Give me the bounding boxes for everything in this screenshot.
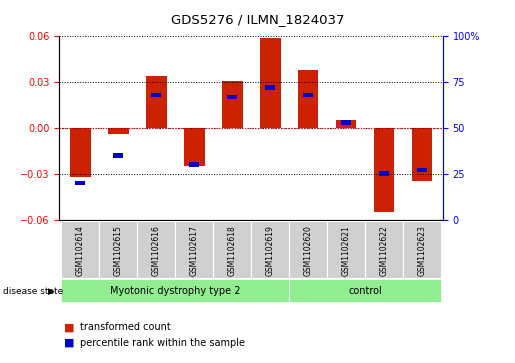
Text: ■: ■ — [64, 322, 75, 333]
Bar — [146, 76, 166, 128]
Text: GSM1102620: GSM1102620 — [303, 225, 313, 276]
Text: GSM1102618: GSM1102618 — [228, 225, 236, 276]
Bar — [327, 221, 365, 278]
Bar — [341, 120, 351, 125]
Bar — [213, 221, 251, 278]
Text: control: control — [348, 286, 382, 296]
Text: GSM1102614: GSM1102614 — [76, 225, 84, 276]
Bar — [251, 221, 289, 278]
Text: GSM1102621: GSM1102621 — [341, 225, 351, 276]
Bar — [113, 153, 124, 158]
Text: GSM1102616: GSM1102616 — [151, 225, 161, 276]
Bar — [417, 168, 427, 172]
Bar — [289, 280, 441, 302]
Text: GSM1102622: GSM1102622 — [380, 225, 388, 276]
Bar — [75, 181, 85, 185]
Bar — [411, 128, 433, 182]
Bar — [61, 221, 99, 278]
Bar — [151, 93, 161, 97]
Bar — [184, 128, 204, 166]
Bar — [99, 221, 137, 278]
Bar — [108, 128, 129, 134]
Bar — [379, 171, 389, 176]
Text: Myotonic dystrophy type 2: Myotonic dystrophy type 2 — [110, 286, 241, 296]
Bar — [175, 221, 213, 278]
Bar — [70, 128, 91, 177]
Bar — [336, 120, 356, 128]
Text: percentile rank within the sample: percentile rank within the sample — [80, 338, 245, 348]
Bar — [265, 85, 276, 90]
Bar — [289, 221, 327, 278]
Text: GDS5276 / ILMN_1824037: GDS5276 / ILMN_1824037 — [171, 13, 344, 26]
Text: ▶: ▶ — [48, 287, 55, 296]
Bar — [260, 38, 281, 128]
Bar — [61, 280, 289, 302]
Bar — [303, 93, 313, 97]
Bar — [227, 94, 237, 99]
Text: GSM1102617: GSM1102617 — [190, 225, 199, 276]
Text: GSM1102623: GSM1102623 — [418, 225, 426, 276]
Bar — [373, 128, 394, 212]
Text: ■: ■ — [64, 338, 75, 348]
Text: transformed count: transformed count — [80, 322, 170, 333]
Bar — [365, 221, 403, 278]
Bar — [189, 162, 199, 167]
Bar — [298, 70, 318, 128]
Text: GSM1102615: GSM1102615 — [114, 225, 123, 276]
Text: GSM1102619: GSM1102619 — [266, 225, 274, 276]
Bar — [403, 221, 441, 278]
Text: disease state: disease state — [3, 287, 63, 296]
Bar — [138, 221, 175, 278]
Bar — [221, 81, 243, 128]
